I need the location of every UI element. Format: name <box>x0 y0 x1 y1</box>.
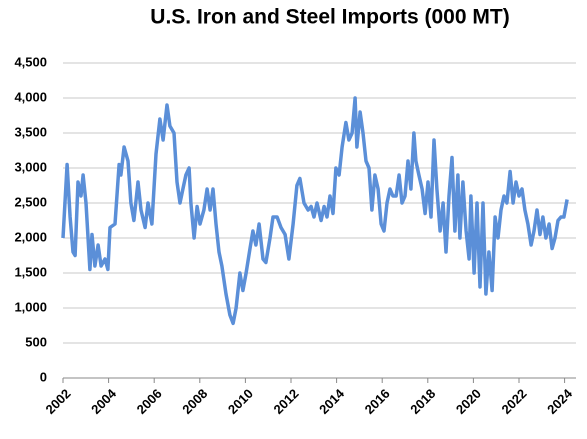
y-tick-label: 1,000 <box>14 299 47 314</box>
x-tick-label: 2008 <box>179 386 210 417</box>
y-tick-label: 4,000 <box>14 89 47 104</box>
y-tick-label: 4,500 <box>14 54 47 69</box>
chart-title: U.S. Iron and Steel Imports (000 MT) <box>150 6 509 29</box>
data-line <box>61 96 569 326</box>
x-tick-label: 2016 <box>362 386 393 417</box>
x-tick-label: 2006 <box>134 386 165 417</box>
x-tick-label: 2012 <box>270 386 301 417</box>
x-tick-label: 2010 <box>225 386 256 417</box>
x-tick-label: 2024 <box>544 385 576 417</box>
x-tick-label: 2018 <box>407 386 438 417</box>
y-tick-label: 0 <box>40 369 47 384</box>
y-tick-label: 3,500 <box>14 124 47 139</box>
x-tick-label: 2020 <box>453 386 484 417</box>
y-tick-label: 2,500 <box>14 194 47 209</box>
y-tick-label: 2,000 <box>14 229 47 244</box>
y-tick-label: 1,500 <box>14 264 47 279</box>
x-tick-label: 2004 <box>88 385 120 417</box>
x-tick-label: 2002 <box>42 386 73 417</box>
x-tick-label: 2014 <box>316 385 348 417</box>
x-tick-label: 2022 <box>498 386 529 417</box>
y-tick-label: 3,000 <box>14 159 47 174</box>
y-tick-label: 500 <box>25 334 47 349</box>
